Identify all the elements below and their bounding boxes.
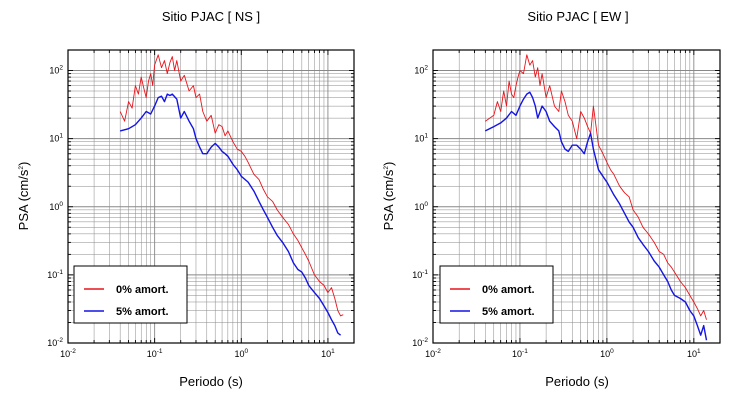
legend-box-ew: [439, 265, 554, 324]
x-tick-label-ew: 10-1: [512, 348, 528, 359]
legend-box-ns: [73, 265, 188, 324]
x-tick-label-ew: 10-2: [425, 348, 441, 359]
x-tick-label-ns: 101: [321, 348, 335, 359]
x-axis-label-ew: Periodo (s): [545, 374, 609, 389]
x-tick-label-ew: 100: [600, 348, 614, 359]
y-axis-label-main-ew: PSA (cm/s: [381, 169, 396, 230]
y-tick-label-ns: 10-2: [47, 337, 63, 348]
legend-entry-ew-0: 0% amort.: [482, 284, 535, 296]
y-tick-label-ns: 102: [49, 65, 63, 76]
plot-frame-ns: [67, 49, 355, 344]
legend-entry-ew-1: 5% amort.: [482, 306, 535, 318]
series-line-ew-1: [484, 91, 708, 341]
x-tick-label-ew: 101: [687, 348, 701, 359]
y-tick-label-ew: 102: [414, 65, 428, 76]
plot-frame-ew: [432, 49, 721, 344]
series-line-ns-1: [120, 93, 342, 336]
chart-panel-ns: Sitio PJAC [ NS ] 10-2 10-1 100 101 10-2 10-1…: [16, 9, 355, 389]
y-tick-label-ew: 10-1: [412, 269, 428, 280]
grid-ns: [67, 49, 355, 344]
chart-panel-ew: Sitio PJAC [ EW ] 10-2 10-1 100 101 10-2 10-1…: [381, 9, 721, 389]
y-axis-label-close-ns: ): [16, 162, 31, 166]
series-line-ns-0: [119, 54, 344, 317]
x-tick-label-ns: 100: [234, 348, 248, 359]
y-tick-label-ns: 101: [49, 133, 63, 144]
y-tick-label-ew: 101: [414, 133, 428, 144]
tick-labels-ew: 10-2 10-1 100 101 10-2 10-1 100 101 102: [412, 65, 701, 359]
x-axis-label-ns: Periodo (s): [179, 374, 243, 389]
y-axis-label-close-ew: ): [381, 162, 396, 166]
y-axis-label-exp-ns: 2: [18, 166, 25, 170]
y-tick-label-ns: 10-1: [47, 269, 63, 280]
ticks-ns: [67, 49, 355, 344]
legend-entry-ns-1: 5% amort.: [116, 306, 169, 318]
series-group-ns: [119, 54, 344, 336]
x-tick-label-ns: 10-2: [60, 348, 76, 359]
tick-labels-ns: 10-2 10-1 100 101 10-2 10-1 100 101 102: [47, 65, 335, 359]
y-tick-label-ns: 100: [49, 201, 63, 212]
series-group-ew: [484, 54, 708, 341]
legend-entry-ns-0: 0% amort.: [116, 284, 169, 296]
chart-title-ew: Sitio PJAC [ EW ]: [527, 9, 628, 24]
y-axis-label-ew: PSA (cm/s2): [381, 162, 396, 231]
y-axis-label-main-ns: PSA (cm/s: [16, 169, 31, 230]
y-tick-label-ew: 100: [414, 201, 428, 212]
series-line-ew-0: [485, 54, 707, 320]
y-axis-label-ns: PSA (cm/s2): [16, 162, 31, 231]
ticks-ew: [432, 49, 721, 344]
chart-title-ns: Sitio PJAC [ NS ]: [162, 9, 260, 24]
x-tick-label-ns: 10-1: [147, 348, 163, 359]
y-tick-label-ew: 10-2: [412, 337, 428, 348]
y-axis-label-exp-ew: 2: [383, 166, 390, 170]
legend-ns: 0% amort. 5% amort.: [73, 265, 188, 324]
legend-ew: 0% amort. 5% amort.: [439, 265, 554, 324]
